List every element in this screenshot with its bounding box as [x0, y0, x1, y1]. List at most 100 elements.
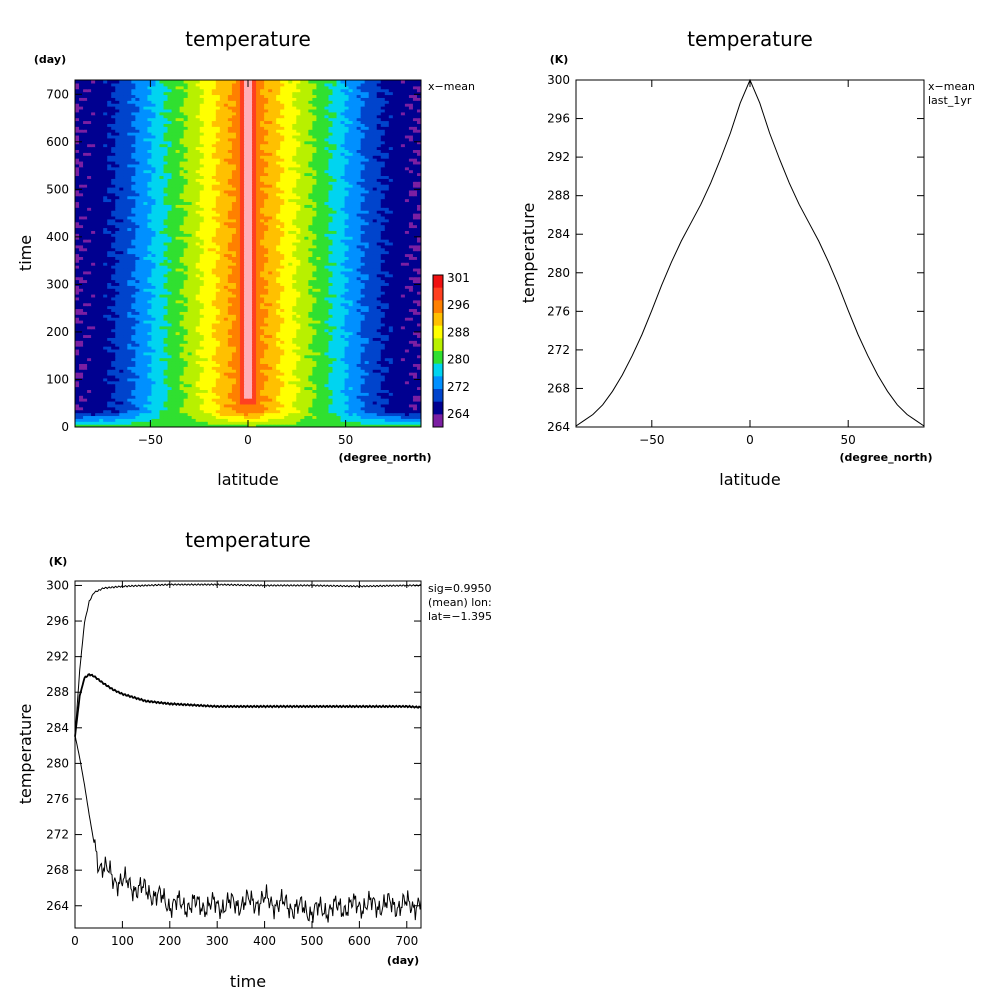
- heatmap-cell: [260, 377, 265, 382]
- heatmap-cell: [119, 259, 124, 263]
- heatmap-cell: [167, 418, 173, 422]
- heatmap-cell: [91, 415, 96, 419]
- heatmap-cell: [256, 366, 261, 370]
- heatmap-cell: [147, 293, 153, 298]
- heatmap-cell: [183, 383, 189, 388]
- heatmap-cell: [280, 398, 285, 402]
- heatmap-cell: [336, 340, 342, 344]
- heatmap-cell: [111, 259, 116, 263]
- heatmap-cell: [328, 305, 334, 310]
- heatmap-cell: [187, 424, 193, 427]
- heatmap-cell: [296, 259, 301, 263]
- heatmap-cell: [139, 282, 144, 286]
- heatmap-cell: [143, 374, 149, 379]
- heatmap-cell: [384, 317, 390, 321]
- heatmap-cell: [368, 320, 374, 324]
- heatmap-cell: [396, 412, 402, 417]
- heatmap-cell: [300, 322, 305, 327]
- heatmap-cell: [167, 265, 173, 269]
- heatmap-cell: [280, 392, 285, 396]
- heatmap-cell: [103, 311, 108, 315]
- heatmap-cell: [264, 395, 269, 399]
- heatmap-cell: [404, 293, 410, 298]
- heatmap-cell: [99, 270, 104, 275]
- heatmap-cell: [280, 383, 285, 388]
- heatmap-cell: [167, 403, 173, 408]
- heatmap-cell: [195, 374, 201, 379]
- heatmap-cell: [396, 317, 402, 321]
- heatmap-cell: [175, 320, 181, 324]
- heatmap-cell: [352, 357, 358, 362]
- heatmap-cell: [376, 337, 382, 341]
- heatmap-cell: [372, 270, 378, 275]
- heatmap-cell: [139, 285, 144, 289]
- heatmap-cell: [143, 334, 149, 338]
- heatmap-cell: [304, 421, 309, 425]
- heatmap-cell: [155, 279, 161, 284]
- heatmap-cell: [187, 320, 193, 324]
- heatmap-cell: [159, 372, 165, 376]
- heatmap-cell: [388, 302, 394, 307]
- heatmap-cell: [316, 279, 322, 284]
- heatmap-cell: [292, 400, 297, 405]
- heatmap-cell: [143, 386, 149, 391]
- heatmap-cell: [123, 273, 128, 278]
- heatmap-cell: [260, 291, 265, 295]
- heatmap-cell: [183, 270, 189, 275]
- heatmap-cell: [171, 282, 177, 286]
- heatmap-cell: [308, 415, 313, 419]
- heatmap-cell: [187, 337, 193, 341]
- heatmap-cell: [324, 285, 330, 289]
- heatmap-cell: [207, 415, 213, 419]
- heatmap-cell: [135, 366, 140, 370]
- heatmap-cell: [392, 296, 398, 301]
- heatmap-cell: [219, 340, 225, 344]
- heatmap-cell: [288, 386, 293, 391]
- heatmap-cell: [159, 273, 165, 278]
- heatmap-cell: [83, 418, 88, 422]
- heatmap-cell: [107, 383, 112, 388]
- heatmap-cell: [280, 340, 285, 344]
- heatmap-cell: [324, 317, 330, 321]
- heatmap-cell: [95, 418, 100, 422]
- heatmap-cell: [163, 340, 169, 344]
- heatmap-cell: [107, 279, 112, 284]
- heatmap-cell: [175, 421, 181, 425]
- heatmap-cell: [195, 343, 201, 347]
- heatmap-cell: [380, 308, 386, 312]
- heatmap-cell: [111, 363, 116, 367]
- heatmap-cell: [320, 400, 326, 405]
- heatmap-cell: [324, 386, 330, 391]
- heatmap-cell: [408, 400, 414, 405]
- heatmap-cell: [264, 314, 269, 318]
- heatmap-cell: [195, 282, 201, 286]
- heatmap-cell: [239, 288, 245, 292]
- heatmap-cell: [171, 331, 177, 336]
- heatmap-cell: [227, 291, 233, 295]
- heatmap-cell: [203, 383, 209, 388]
- heatmap-cell: [199, 386, 205, 391]
- heatmap-cell: [143, 328, 149, 333]
- heatmap-cell: [115, 288, 120, 292]
- heatmap-cell: [95, 354, 100, 359]
- heatmap-cell: [404, 337, 410, 341]
- heatmap-cell: [167, 366, 173, 370]
- heatmap-cell: [384, 389, 390, 393]
- heatmap-cell: [248, 389, 253, 393]
- heatmap-cell: [243, 348, 249, 353]
- heatmap-cell: [408, 351, 414, 356]
- heatmap-cell: [276, 360, 281, 364]
- heatmap-cell: [388, 357, 394, 362]
- heatmap-cell: [328, 334, 334, 338]
- heatmap-cell: [344, 340, 350, 344]
- heatmap-cell: [123, 354, 128, 359]
- heatmap-cell: [336, 322, 342, 327]
- heatmap-cell: [320, 331, 326, 336]
- heatmap-cell: [99, 320, 104, 324]
- heatmap-cell: [219, 343, 225, 347]
- heatmap-cell: [91, 265, 96, 269]
- heatmap-cell: [260, 392, 265, 396]
- heatmap-cell: [143, 346, 149, 350]
- heatmap-cell: [91, 262, 96, 266]
- heatmap-cell: [292, 389, 297, 393]
